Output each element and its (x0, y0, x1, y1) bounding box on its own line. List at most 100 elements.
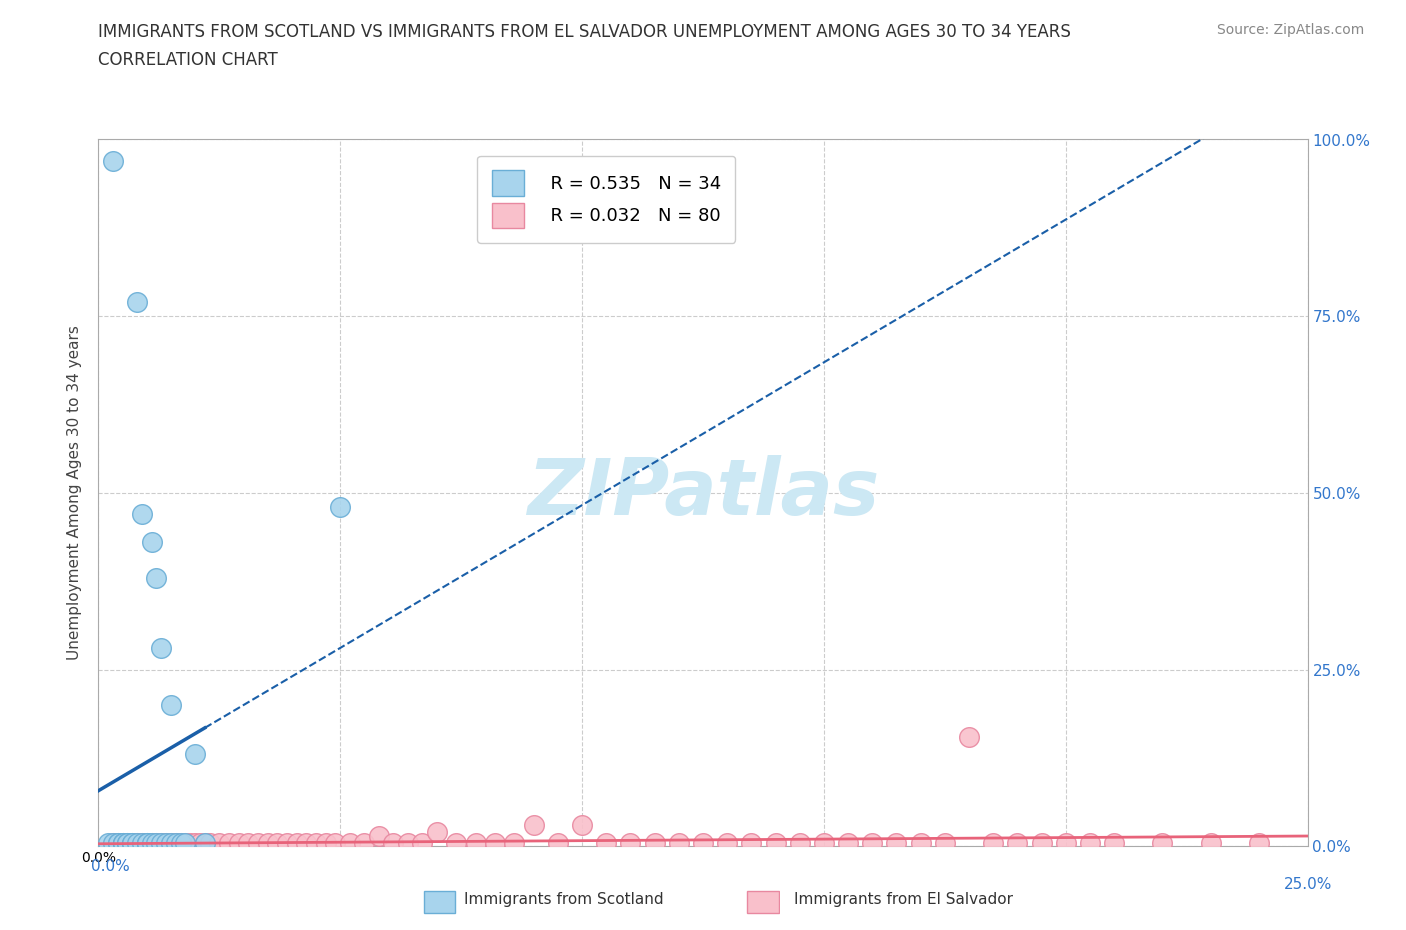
FancyBboxPatch shape (747, 891, 779, 913)
Point (315, 836, 337, 851)
Point (121, 836, 143, 851)
Text: 0.0%: 0.0% (91, 859, 131, 874)
Point (165, 836, 187, 851)
Point (619, 836, 641, 851)
Point (131, 836, 153, 851)
Point (150, 836, 173, 851)
Point (111, 836, 134, 851)
Point (145, 570, 167, 585)
Text: Source: ZipAtlas.com: Source: ZipAtlas.com (1216, 23, 1364, 37)
Text: CORRELATION CHART: CORRELATION CHART (98, 51, 278, 69)
Point (1102, 836, 1125, 851)
Point (547, 836, 569, 851)
Point (117, 836, 139, 851)
Point (910, 836, 932, 851)
Point (813, 836, 835, 851)
Point (339, 836, 361, 851)
Point (101, 836, 124, 851)
Point (141, 535, 163, 550)
Point (382, 836, 405, 851)
Point (145, 836, 167, 851)
Point (464, 836, 486, 851)
Text: ZIPatlas: ZIPatlas (527, 455, 879, 531)
Point (285, 836, 308, 851)
Point (160, 698, 183, 712)
Point (135, 836, 157, 851)
Point (135, 836, 157, 851)
Point (194, 836, 217, 851)
Point (111, 836, 134, 851)
Point (411, 836, 433, 851)
Point (117, 836, 139, 851)
Point (325, 836, 347, 851)
Point (1199, 836, 1222, 851)
Point (208, 836, 231, 851)
Point (1249, 836, 1271, 851)
Point (141, 836, 163, 851)
Point (155, 836, 177, 851)
Point (957, 729, 980, 744)
Point (484, 836, 506, 851)
Point (1078, 836, 1101, 851)
Point (740, 836, 762, 851)
Point (131, 836, 153, 851)
Legend:   R = 0.535   N = 34,   R = 0.032   N = 80: R = 0.535 N = 34, R = 0.032 N = 80 (477, 155, 735, 243)
Point (886, 836, 908, 851)
Point (256, 836, 278, 851)
Point (174, 836, 197, 851)
Point (179, 836, 201, 851)
Point (155, 836, 177, 851)
Point (266, 836, 288, 851)
Point (981, 836, 1004, 851)
Point (571, 817, 593, 832)
Text: Immigrants from Scotland: Immigrants from Scotland (464, 892, 664, 907)
Point (169, 836, 191, 851)
Point (860, 836, 883, 851)
Point (145, 836, 167, 851)
Point (595, 836, 617, 851)
Text: IMMIGRANTS FROM SCOTLAND VS IMMIGRANTS FROM EL SALVADOR UNEMPLOYMENT AMONG AGES : IMMIGRANTS FROM SCOTLAND VS IMMIGRANTS F… (98, 23, 1071, 41)
Point (101, 836, 124, 851)
Point (127, 836, 149, 851)
Point (837, 836, 859, 851)
Point (396, 836, 419, 851)
Point (111, 836, 134, 851)
Point (765, 836, 787, 851)
Point (111, 836, 134, 851)
Point (644, 836, 666, 851)
Y-axis label: Unemployment Among Ages 30 to 34 years: Unemployment Among Ages 30 to 34 years (67, 326, 83, 660)
Point (165, 836, 187, 851)
Point (692, 836, 714, 851)
Point (101, 153, 124, 168)
Point (198, 836, 221, 851)
Point (218, 836, 240, 851)
Point (97, 836, 120, 851)
Point (150, 641, 173, 656)
Point (127, 295, 149, 310)
Point (121, 836, 143, 851)
Point (135, 836, 157, 851)
Point (305, 836, 328, 851)
Point (668, 836, 690, 851)
Point (117, 836, 139, 851)
Point (141, 836, 163, 851)
Point (194, 836, 217, 851)
Point (160, 836, 183, 851)
Point (426, 825, 449, 840)
Text: Immigrants from El Salvador: Immigrants from El Salvador (794, 892, 1014, 907)
Text: 25.0%: 25.0% (1284, 877, 1331, 892)
Point (1152, 836, 1174, 851)
Point (276, 836, 298, 851)
Point (184, 836, 207, 851)
Point (131, 507, 153, 522)
Point (716, 836, 738, 851)
Point (127, 836, 149, 851)
Point (107, 836, 129, 851)
Point (121, 836, 143, 851)
Point (523, 817, 546, 832)
Point (111, 836, 134, 851)
Point (1031, 836, 1053, 851)
Point (135, 836, 157, 851)
Point (368, 829, 391, 844)
Point (1054, 836, 1077, 851)
